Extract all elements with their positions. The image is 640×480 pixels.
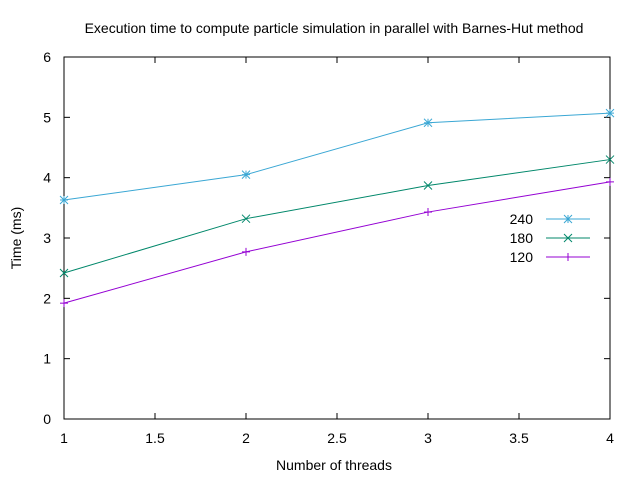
series-180-point bbox=[59, 268, 69, 278]
series-240-point bbox=[241, 170, 251, 180]
legend-swatch-marker bbox=[564, 253, 572, 261]
y-tick-label: 3 bbox=[43, 230, 51, 246]
x-tick-label: 3.5 bbox=[509, 430, 529, 446]
series-180-line bbox=[63, 159, 611, 274]
chart-title: Execution time to compute particle simul… bbox=[85, 20, 584, 36]
legend-swatch-marker bbox=[563, 214, 573, 224]
series-180-point bbox=[241, 214, 251, 224]
series-layer bbox=[59, 108, 615, 308]
x-tick-label: 3 bbox=[424, 430, 432, 446]
y-tick-label: 2 bbox=[43, 290, 51, 306]
x-tick-label: 2.5 bbox=[327, 430, 347, 446]
y-tick-label: 1 bbox=[43, 351, 51, 367]
y-tick-label: 5 bbox=[43, 109, 51, 125]
series-120-point bbox=[60, 299, 68, 308]
series-120-line bbox=[63, 181, 611, 304]
series-240-point bbox=[59, 195, 69, 205]
legend-label: 120 bbox=[510, 249, 534, 265]
legend-label: 240 bbox=[510, 211, 534, 227]
x-tick-label: 1 bbox=[60, 430, 68, 446]
x-tick-label: 2 bbox=[242, 430, 250, 446]
legend: 240 180 120 bbox=[510, 211, 590, 265]
series-240-point bbox=[423, 118, 433, 128]
series-120-point bbox=[424, 208, 432, 217]
legend-label: 180 bbox=[510, 230, 534, 246]
series-120-point bbox=[242, 247, 250, 256]
legend-swatch-marker bbox=[563, 233, 573, 243]
y-tick-label: 0 bbox=[43, 411, 51, 427]
x-axis-label: Number of threads bbox=[276, 457, 392, 473]
series-240-point bbox=[605, 108, 615, 118]
x-tick-label: 4 bbox=[606, 430, 614, 446]
series-180-point bbox=[423, 181, 433, 190]
series-240-line bbox=[63, 112, 611, 201]
y-tick-label: 4 bbox=[43, 170, 51, 186]
y-tick-label: 6 bbox=[43, 49, 51, 65]
y-axis: 0 1 2 3 4 5 6 bbox=[43, 49, 610, 427]
series-180-point bbox=[605, 155, 615, 164]
x-tick-label: 1.5 bbox=[145, 430, 165, 446]
series-120-point bbox=[606, 177, 614, 186]
y-axis-label: Time (ms) bbox=[8, 207, 24, 269]
x-axis: 1 1.5 2 2.5 3 3.5 4 bbox=[60, 57, 614, 446]
